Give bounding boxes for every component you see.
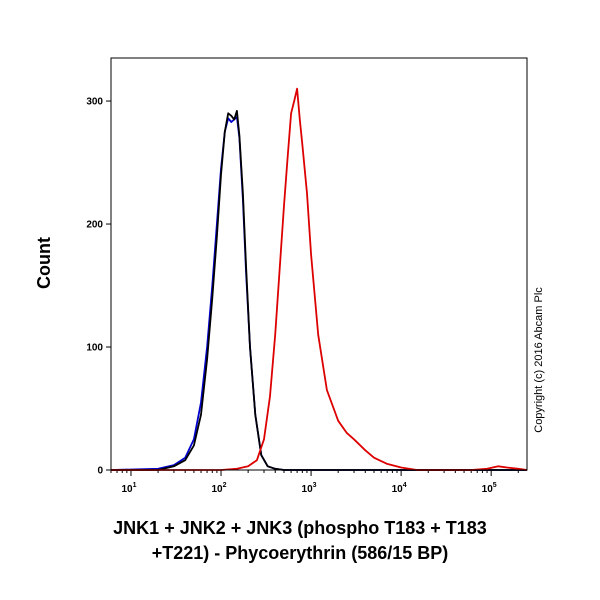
x-tick-label: 101 bbox=[121, 482, 136, 495]
copyright-annotation: Copyright (c) 2016 Abcam Plc bbox=[533, 287, 545, 433]
x-tick-label: 104 bbox=[392, 482, 407, 495]
x-axis-label-line-2: +T221) - Phycoerythrin (586/15 BP) bbox=[151, 543, 449, 563]
series-line-2 bbox=[111, 110, 527, 471]
x-axis-label: JNK1 + JNK2 + JNK3 (phospho T183 + T183 … bbox=[20, 516, 580, 566]
x-axis-label-line-1: JNK1 + JNK2 + JNK3 (phospho T183 + T183 bbox=[113, 518, 487, 538]
y-tick-label: 300 bbox=[86, 97, 103, 108]
x-tick-label: 105 bbox=[482, 482, 497, 495]
x-tick-label: 102 bbox=[212, 482, 227, 495]
series-line-3 bbox=[111, 87, 528, 471]
x-tick-label: 103 bbox=[302, 482, 317, 495]
plot-frame bbox=[110, 57, 528, 471]
y-tick-label: 100 bbox=[86, 343, 103, 354]
y-axis-label: Count bbox=[34, 237, 54, 289]
y-tick-label: 0 bbox=[97, 466, 103, 477]
y-tick-label: 200 bbox=[86, 220, 103, 231]
series-line-1 bbox=[110, 116, 527, 471]
